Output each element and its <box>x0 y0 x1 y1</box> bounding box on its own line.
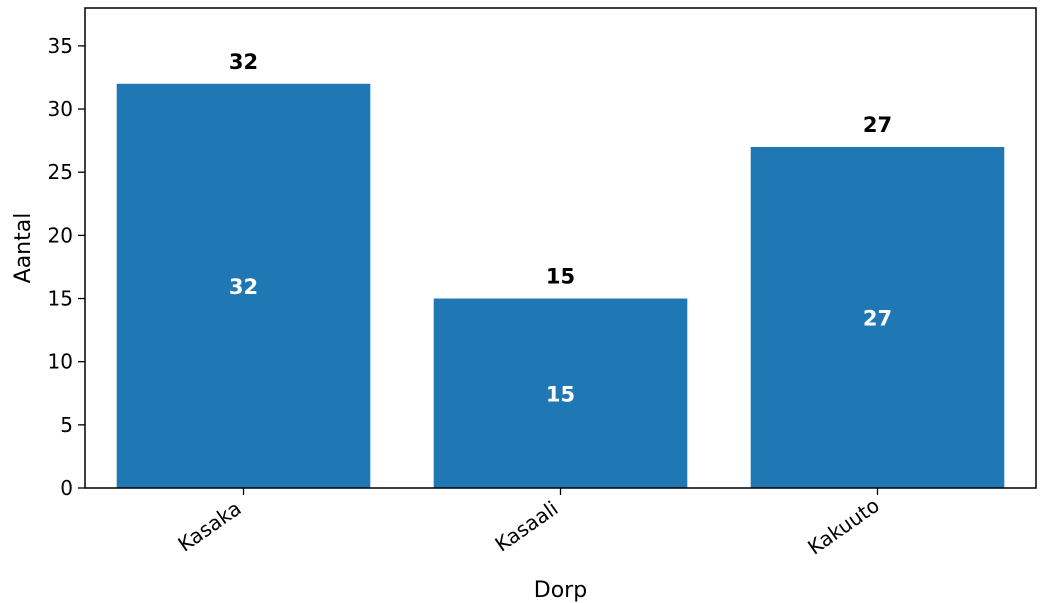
x-tick-label: Kasaka <box>173 496 245 556</box>
x-tick-label: Kasaali <box>490 496 562 556</box>
bar-kakuuto <box>750 146 1005 488</box>
bar-inner-value-label: 15 <box>546 382 575 406</box>
y-tick-label: 0 <box>60 476 73 500</box>
y-tick-label: 20 <box>48 223 73 247</box>
y-tick-label: 10 <box>48 350 73 374</box>
x-axis-title: Dorp <box>534 578 587 603</box>
y-tick-label: 30 <box>48 97 73 121</box>
y-tick-label: 35 <box>48 34 73 58</box>
bar-value-label: 15 <box>546 265 575 289</box>
plot-frame <box>84 7 1037 489</box>
bar-value-label: 27 <box>863 113 892 137</box>
y-tick-label: 15 <box>48 287 73 311</box>
bar-kasaali <box>433 298 688 488</box>
bar-inner-value-label: 27 <box>863 306 892 330</box>
x-axis: Kasaka Kasaali Kakuuto <box>173 488 884 559</box>
y-axis: 0 5 10 15 20 25 30 35 <box>48 34 85 500</box>
bar-inner-value-label: 32 <box>229 275 258 299</box>
x-tick-label: Kakuuto <box>803 493 883 559</box>
y-axis-title: Aantal <box>11 213 36 284</box>
bar-value-label: 32 <box>229 50 258 74</box>
bars-group <box>116 83 1005 488</box>
bar-kasaka <box>116 83 371 488</box>
bar-labels-group: 32 32 15 15 27 27 <box>229 50 892 406</box>
y-tick-label: 5 <box>60 413 73 437</box>
y-tick-label: 25 <box>48 160 73 184</box>
